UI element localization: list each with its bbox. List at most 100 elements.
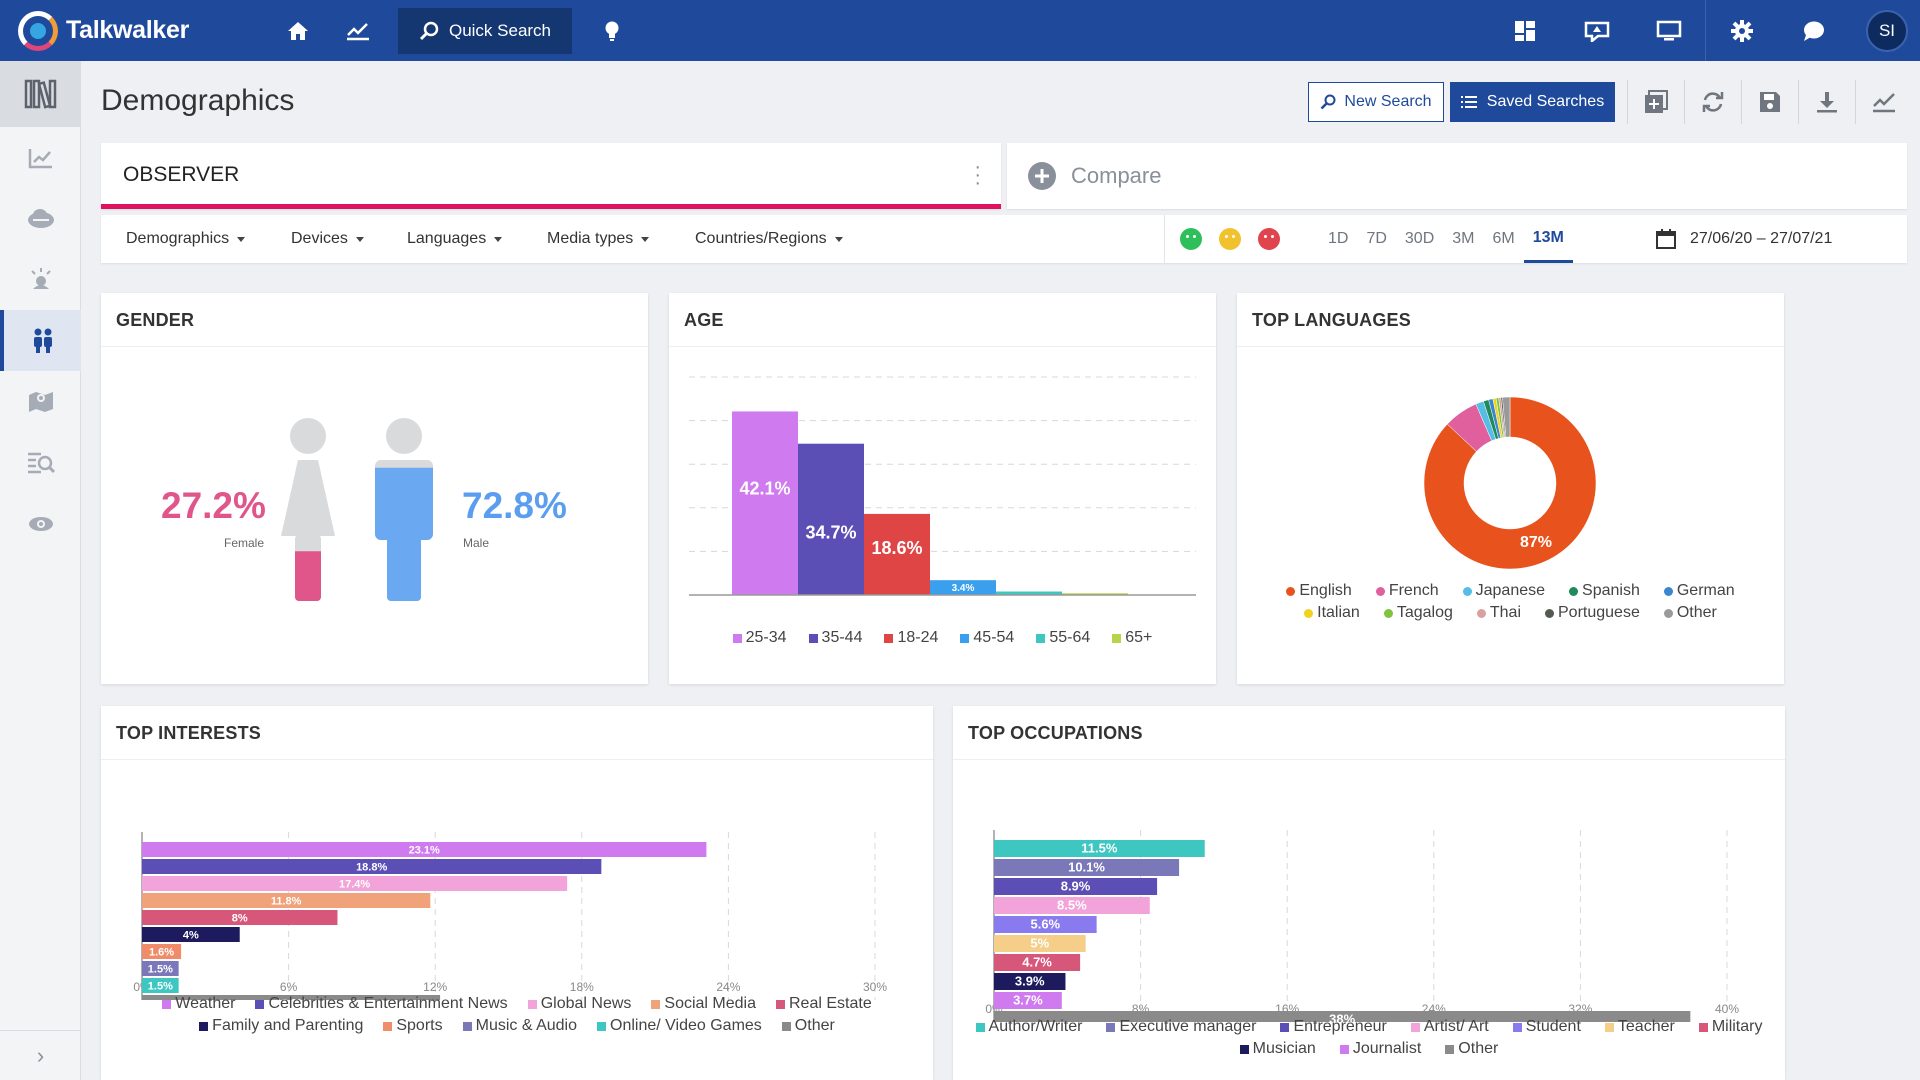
negative-sentiment-icon[interactable]	[1257, 228, 1280, 250]
bar-global-news[interactable]	[142, 876, 568, 891]
legend-item-english[interactable]: English	[1286, 582, 1352, 600]
save-icon[interactable]	[1741, 80, 1798, 124]
bar-executive-manager[interactable]	[994, 859, 1180, 876]
neutral-sentiment-icon[interactable]	[1218, 228, 1241, 250]
bar-social-media[interactable]	[142, 893, 431, 908]
legend-item-sports[interactable]: Sports	[383, 1017, 443, 1035]
donut-slice-english[interactable]	[1423, 396, 1597, 570]
legend-item-online-video-games[interactable]: Online/ Video Games	[597, 1017, 762, 1035]
sidebar-item-influencers[interactable]	[0, 249, 81, 310]
legend-item-weather[interactable]: Weather	[162, 995, 235, 1013]
user-avatar[interactable]: SI	[1866, 9, 1908, 52]
age-bar-18-24[interactable]	[864, 513, 930, 595]
period-7d[interactable]: 7D	[1366, 230, 1387, 247]
bar-entrepreneur[interactable]	[994, 878, 1158, 895]
bar-artist-art[interactable]	[994, 897, 1150, 914]
alerts-icon[interactable]	[1561, 0, 1633, 61]
chat-icon[interactable]	[1778, 0, 1850, 61]
legend-item-thai[interactable]: Thai	[1476, 604, 1521, 622]
quick-search-button[interactable]: Quick Search	[398, 7, 572, 54]
sidebar-item-trends[interactable]	[0, 127, 81, 188]
add-to-dashboard-icon[interactable]	[1627, 80, 1684, 124]
bar-weather[interactable]	[142, 842, 707, 857]
bar-military[interactable]	[994, 954, 1081, 971]
age-bar-45-54[interactable]	[930, 580, 996, 595]
bar-family-and-parenting[interactable]	[142, 927, 240, 942]
home-icon[interactable]	[268, 0, 328, 61]
bar-journalist[interactable]	[994, 992, 1062, 1009]
legend-item-18-24[interactable]: 18-24	[884, 629, 938, 647]
legend-item-italian[interactable]: Italian	[1304, 604, 1360, 622]
bar-musician[interactable]	[994, 973, 1066, 990]
legend-item-45-54[interactable]: 45-54	[960, 629, 1014, 647]
legend-item-social-media[interactable]: Social Media	[651, 995, 756, 1013]
legend-item-25-34[interactable]: 25-34	[732, 629, 787, 647]
legend-item-musician[interactable]: Musician	[1239, 1040, 1316, 1058]
legend-item-tagalog[interactable]: Tagalog	[1383, 604, 1453, 622]
legend-item-journalist[interactable]: Journalist	[1339, 1040, 1421, 1058]
lightbulb-icon[interactable]	[582, 0, 642, 61]
age-bar-65+[interactable]	[1062, 593, 1128, 595]
legend-item-japanese[interactable]: Japanese	[1462, 582, 1545, 600]
legend-item-family-and-parenting[interactable]: Family and Parenting	[199, 1017, 363, 1035]
bar-other[interactable]	[994, 1011, 1691, 1022]
legend-item-executive-manager[interactable]: Executive manager	[1106, 1018, 1256, 1036]
bar-author-writer[interactable]	[994, 840, 1205, 857]
monitor-icon[interactable]	[1633, 0, 1705, 61]
age-bar-35-44[interactable]	[798, 443, 864, 595]
sidebar-item-map[interactable]	[0, 371, 81, 432]
period-30d[interactable]: 30D	[1404, 230, 1435, 247]
legend-item-german[interactable]: German	[1663, 582, 1735, 600]
legend-item-real-estate[interactable]: Real Estate	[776, 995, 872, 1013]
sidebar-item-monitoring[interactable]	[0, 493, 81, 554]
period-13m[interactable]: 13M	[1523, 215, 1573, 263]
bar-sports[interactable]	[142, 944, 182, 959]
dashboard-grid-icon[interactable]	[1489, 0, 1561, 61]
sidebar-item-topics[interactable]	[0, 188, 81, 249]
saved-searches-button[interactable]: Saved Searches	[1450, 82, 1615, 122]
donut-slice-other[interactable]	[1502, 396, 1511, 438]
legend-item-other[interactable]: Other	[781, 1017, 835, 1035]
bar-music-audio[interactable]	[142, 961, 179, 976]
legend-item-military[interactable]: Military	[1698, 1018, 1762, 1036]
filter-devices-dropdown[interactable]: Devices	[291, 215, 364, 263]
legend-item-65[interactable]: 65+	[1112, 629, 1152, 647]
bar-teacher[interactable]	[994, 935, 1086, 952]
gear-icon[interactable]	[1706, 0, 1778, 61]
sidebar-item-library[interactable]	[0, 61, 81, 127]
observer-query-tab[interactable]: OBSERVER · · ·	[101, 143, 1001, 209]
legend-item-other[interactable]: Other	[1445, 1040, 1498, 1058]
legend-item-author-writer[interactable]: Author/Writer	[975, 1018, 1082, 1036]
filter-media-types-dropdown[interactable]: Media types	[547, 215, 650, 263]
filter-languages-dropdown[interactable]: Languages	[407, 215, 503, 263]
sidebar-expand-chevron-icon[interactable]: ›	[0, 1030, 81, 1080]
age-bar-55-64[interactable]	[996, 591, 1062, 595]
trend-icon[interactable]	[1855, 80, 1912, 124]
period-6m[interactable]: 6M	[1492, 230, 1515, 247]
legend-item-global-news[interactable]: Global News	[527, 995, 631, 1013]
legend-item-other[interactable]: Other	[1663, 604, 1717, 622]
compare-tab[interactable]: Compare	[1007, 143, 1907, 209]
legend-item-music-audio[interactable]: Music & Audio	[462, 1017, 577, 1035]
new-search-button[interactable]: New Search	[1308, 82, 1444, 122]
bar-celebrities-entertainment-news[interactable]	[142, 859, 602, 874]
legend-item-teacher[interactable]: Teacher	[1604, 1018, 1675, 1036]
legend-item-celebrities-entertainment-news[interactable]: Celebrities & Entertainment News	[255, 995, 508, 1013]
legend-item-spanish[interactable]: Spanish	[1569, 582, 1640, 600]
bar-other[interactable]	[142, 995, 441, 1000]
legend-item-35-44[interactable]: 35-44	[808, 629, 862, 647]
legend-item-portuguese[interactable]: Portuguese	[1545, 604, 1640, 622]
legend-item-student[interactable]: Student	[1512, 1018, 1581, 1036]
legend-item-french[interactable]: French	[1375, 582, 1439, 600]
period-1d[interactable]: 1D	[1328, 230, 1349, 247]
bar-real-estate[interactable]	[142, 910, 338, 925]
age-bar-25-34[interactable]	[732, 411, 798, 595]
more-options-icon[interactable]: · · ·	[974, 156, 981, 194]
bar-student[interactable]	[994, 916, 1097, 933]
analytics-icon[interactable]	[328, 0, 388, 61]
filter-demographics-dropdown[interactable]: Demographics	[126, 215, 246, 263]
legend-item-55-64[interactable]: 55-64	[1036, 629, 1090, 647]
sidebar-item-search-results[interactable]	[0, 432, 81, 493]
period-3m[interactable]: 3M	[1452, 230, 1475, 247]
download-icon[interactable]	[1798, 80, 1855, 124]
